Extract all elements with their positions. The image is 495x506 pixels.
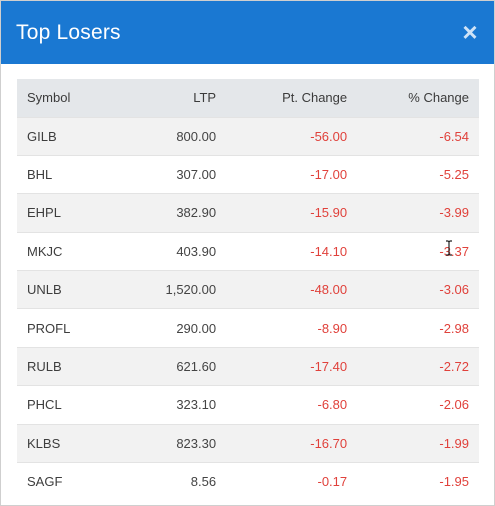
symbol-cell[interactable]: PHCL	[27, 397, 62, 413]
column-header-pct-change[interactable]: % Change	[408, 90, 469, 106]
pt-change-cell: -16.70	[310, 435, 348, 451]
pct-change-cell: -3.99	[439, 205, 469, 221]
symbol-cell[interactable]: UNLB	[27, 282, 62, 298]
table-row[interactable]: PROFL 290.00 -8.90 -2.98	[17, 308, 479, 348]
symbol-cell[interactable]: KLBS	[27, 435, 61, 451]
table-header-row: Symbol LTP Pt. Change % Change	[17, 79, 479, 117]
pt-change-cell: -0.17	[317, 474, 348, 490]
symbol-cell[interactable]: EHPL	[27, 205, 61, 221]
symbol-cell[interactable]: RULB	[27, 359, 62, 375]
ltp-cell: 621.60	[176, 359, 217, 375]
pct-change-cell: -5.25	[439, 167, 469, 183]
symbol-cell[interactable]: GILB	[27, 128, 57, 144]
pct-change-cell: -3.37	[439, 243, 469, 259]
table-row[interactable]: KLBS 823.30 -16.70 -1.99	[17, 424, 479, 463]
ltp-cell: 403.90	[176, 243, 217, 259]
ltp-cell: 800.00	[176, 128, 217, 144]
ltp-cell: 307.00	[176, 167, 217, 183]
symbol-cell[interactable]: MKJC	[27, 243, 63, 259]
symbol-cell[interactable]: SAGF	[27, 474, 63, 490]
table-row[interactable]: BHL 307.00 -17.00 -5.25	[17, 155, 479, 194]
pt-change-cell: -8.90	[317, 320, 348, 336]
pct-change-cell: -2.06	[439, 397, 469, 413]
ltp-cell: 323.10	[176, 397, 217, 413]
pct-change-cell: -2.98	[439, 320, 469, 336]
column-header-ltp[interactable]: LTP	[193, 90, 217, 106]
symbol-cell[interactable]: BHL	[27, 167, 53, 183]
dialog-title: Top Losers	[16, 20, 121, 44]
ltp-cell: 382.90	[176, 205, 217, 221]
column-header-symbol[interactable]: Symbol	[27, 90, 71, 106]
ltp-cell: 823.30	[176, 435, 217, 451]
pct-change-cell: -1.99	[439, 435, 469, 451]
pt-change-cell: -56.00	[310, 128, 348, 144]
ltp-cell: 290.00	[176, 320, 217, 336]
pt-change-cell: -15.90	[310, 205, 348, 221]
symbol-cell[interactable]: PROFL	[27, 320, 71, 336]
pt-change-cell: -6.80	[317, 397, 348, 413]
pt-change-cell: -17.40	[310, 359, 348, 375]
table-row[interactable]: UNLB 1,520.00 -48.00 -3.06	[17, 270, 479, 309]
ltp-cell: 8.56	[190, 474, 217, 490]
ltp-cell: 1,520.00	[165, 282, 217, 298]
losers-table-container: Symbol LTP Pt. Change % Change GILB 800.…	[17, 79, 479, 501]
table-row[interactable]: EHPL 382.90 -15.90 -3.99	[17, 193, 479, 233]
pt-change-cell: -17.00	[310, 167, 348, 183]
table-row[interactable]: GILB 800.00 -56.00 -6.54	[17, 117, 479, 156]
dialog-header: Top Losers ×	[1, 1, 494, 64]
column-header-pt-change[interactable]: Pt. Change	[282, 90, 348, 106]
close-icon[interactable]: ×	[462, 17, 478, 47]
pt-change-cell: -14.10	[310, 243, 348, 259]
pct-change-cell: -6.54	[439, 128, 469, 144]
pt-change-cell: -48.00	[310, 282, 348, 298]
table-row[interactable]: SAGF 8.56 -0.17 -1.95	[17, 462, 479, 501]
pct-change-cell: -2.72	[439, 359, 469, 375]
table-row[interactable]: PHCL 323.10 -6.80 -2.06	[17, 385, 479, 425]
pct-change-cell: -3.06	[439, 282, 469, 298]
pct-change-cell: -1.95	[439, 474, 469, 490]
table-row[interactable]: MKJC 403.90 -14.10 -3.37	[17, 232, 479, 271]
losers-table: Symbol LTP Pt. Change % Change GILB 800.…	[17, 79, 479, 501]
table-row[interactable]: RULB 621.60 -17.40 -2.72	[17, 347, 479, 386]
